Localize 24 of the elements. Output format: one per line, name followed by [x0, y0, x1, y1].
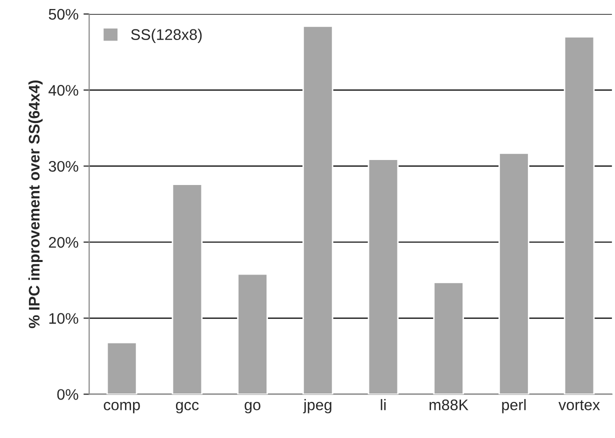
- y-tick-label: 40%: [48, 84, 78, 96]
- bar: [564, 36, 595, 394]
- legend-label: SS(128x8): [131, 28, 202, 43]
- y-tick-label: 20%: [48, 236, 78, 248]
- bar: [106, 342, 138, 394]
- x-tick-label: vortex: [558, 400, 600, 410]
- y-tick-label: 0%: [57, 389, 78, 400]
- x-tick-label: perl: [502, 399, 526, 414]
- y-tick-label: 50%: [48, 8, 78, 20]
- x-tick-label: gcc: [176, 402, 199, 414]
- bar: [433, 282, 464, 394]
- bar: [302, 25, 334, 394]
- bar: [237, 273, 268, 394]
- bar: [172, 184, 203, 394]
- x-tick-label: li: [380, 399, 386, 410]
- y-tick-label: 30%: [48, 160, 78, 172]
- y-tick-label: 10%: [49, 313, 78, 324]
- x-tick-label: go: [244, 402, 260, 414]
- bar: [368, 158, 399, 394]
- x-tick-label: m88K: [430, 399, 468, 410]
- y-axis-title: % IPC improvement over SS(64x4): [28, 80, 43, 328]
- x-tick-label: jpeg: [303, 399, 332, 414]
- x-tick-label: comp: [104, 402, 140, 414]
- bar: [498, 152, 530, 394]
